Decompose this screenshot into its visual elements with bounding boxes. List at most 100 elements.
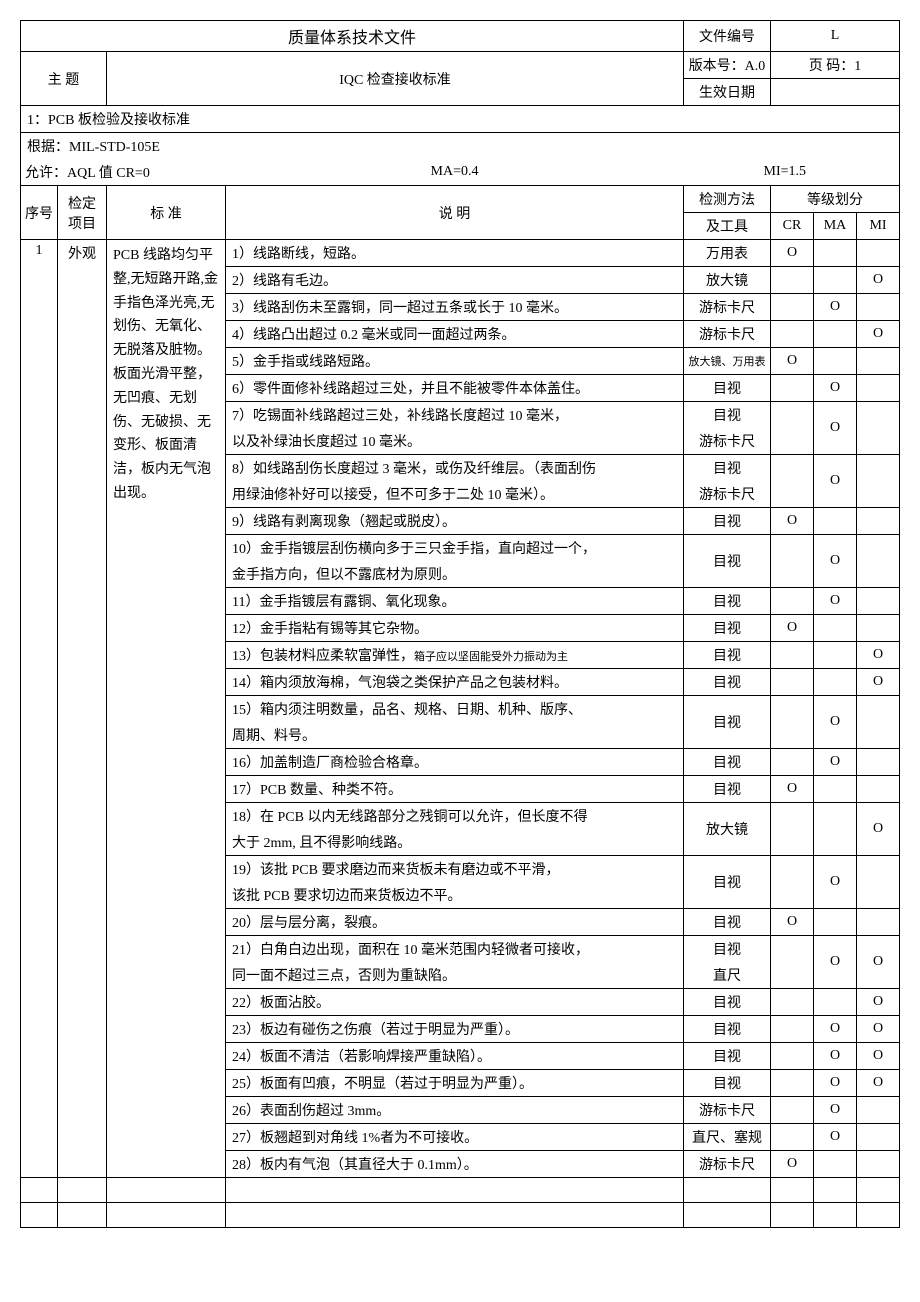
mi-cell: O [857,669,900,696]
cr-cell [771,749,814,776]
tool-cell: 放大镜、万用表 [684,348,771,375]
mi-cell: O [857,642,900,669]
cr-cell [771,402,814,455]
empty-row [21,1203,900,1228]
docno-value: L [771,21,900,52]
cr-cell: O [771,1151,814,1178]
mi-cell [857,1151,900,1178]
desc-cell: 19）该批 PCB 要求磨边而来货板未有磨边或不平滑， [226,856,684,883]
effective-value [771,79,900,106]
tool-cell: 万用表 [684,240,771,267]
mi-cell: O [857,936,900,989]
tool-cell: 游标卡尺 [684,294,771,321]
tool-cell-line2: 游标卡尺 [684,428,771,455]
ma-cell [814,508,857,535]
mi-cell [857,749,900,776]
mi-cell: O [857,989,900,1016]
ma-cell: O [814,936,857,989]
mi-cell [857,375,900,402]
desc-cell: 3）线路刮伤未至露铜，同一超过五条或长于 10 毫米。 [226,294,684,321]
col-ma: MA [814,213,857,240]
cr-cell: O [771,508,814,535]
cr-cell [771,642,814,669]
ma-cell [814,615,857,642]
desc-cell-line2: 大于 2mm, 且不得影响线路。 [226,829,684,856]
col-tool2: 及工具 [684,213,771,240]
desc-cell: 17）PCB 数量、种类不符。 [226,776,684,803]
ma-cell: O [814,1124,857,1151]
tool-cell: 目视 [684,508,771,535]
mi-cell [857,348,900,375]
desc-cell: 25）板面有凹痕，不明显（若过于明显为严重）。 [226,1070,684,1097]
ma-cell: O [814,455,857,508]
desc-cell: 27）板翘超到对角线 1%者为不可接收。 [226,1124,684,1151]
ma-cell [814,909,857,936]
mi-cell [857,508,900,535]
tool-cell: 目视 [684,909,771,936]
page-label: 页 码：1 [771,52,900,79]
cr-cell [771,1124,814,1151]
aql-row: 允许：AQL 值 CR=0 MA=0.4 MI=1.5 [21,159,900,186]
mi-cell: O [857,1016,900,1043]
desc-cell: 15）箱内须注明数量，品名、规格、日期、机种、版序、 [226,696,684,723]
ma-cell [814,1151,857,1178]
aql-ma: MA=0.4 [226,159,684,186]
ma-cell [814,240,857,267]
cr-cell: O [771,240,814,267]
mi-cell: O [857,1043,900,1070]
cr-cell: O [771,348,814,375]
tool-cell: 目视 [684,749,771,776]
ma-cell: O [814,294,857,321]
mi-cell: O [857,267,900,294]
mi-cell [857,1097,900,1124]
tool-cell: 目视 [684,535,771,588]
ma-cell: O [814,1070,857,1097]
ma-cell: O [814,749,857,776]
desc-cell-line2: 用绿油修补好可以接受，但不可多于二处 10 毫米）。 [226,481,684,508]
cr-cell [771,1097,814,1124]
ma-cell: O [814,1097,857,1124]
tool-cell: 目视 [684,696,771,749]
seq-cell: 1 [21,240,58,1178]
desc-cell: 20）层与层分离，裂痕。 [226,909,684,936]
item-cell: 外观 [58,240,107,1178]
cr-cell [771,535,814,588]
desc-cell: 16）加盖制造厂商检验合格章。 [226,749,684,776]
ma-cell: O [814,1016,857,1043]
tool-cell: 放大镜 [684,267,771,294]
mi-cell [857,615,900,642]
desc-cell: 5）金手指或线路短路。 [226,348,684,375]
cr-cell [771,375,814,402]
desc-cell: 7）吃锡面补线路超过三处，补线路长度超过 10 毫米， [226,402,684,429]
cr-cell: O [771,615,814,642]
cr-cell [771,669,814,696]
cr-cell [771,294,814,321]
col-cr: CR [771,213,814,240]
desc-cell-line2: 以及补绿油长度超过 10 毫米。 [226,428,684,455]
topic-label: 主 题 [21,52,107,106]
basis-text: 根据：MIL-STD-105E [21,133,900,160]
ma-cell [814,669,857,696]
cr-cell [771,588,814,615]
desc-cell: 2）线路有毛边。 [226,267,684,294]
tool-cell: 目视 [684,1070,771,1097]
ma-cell: O [814,696,857,749]
tool-cell: 目视 [684,669,771,696]
cr-cell [771,455,814,508]
mi-cell: O [857,803,900,856]
tool-cell: 直尺、塞规 [684,1124,771,1151]
section-title-row: 1：PCB 板检验及接收标准 [21,106,900,133]
cr-cell: O [771,776,814,803]
desc-cell: 28）板内有气泡（其直径大于 0.1mm）。 [226,1151,684,1178]
docno-label: 文件编号 [684,21,771,52]
document-table: 质量体系技术文件 文件编号 L 主 题 IQC 检查接收标准 版本号：A.0 页… [20,20,900,1228]
tool-cell: 目视 [684,642,771,669]
col-item: 检定项目 [58,186,107,240]
aql-mi: MI=1.5 [684,159,900,186]
table-row: 1外观PCB 线路均匀平整,无短路开路,金手指色泽光亮,无划伤、无氧化、无脱落及… [21,240,900,267]
col-std: 标 准 [107,186,226,240]
desc-cell: 18）在 PCB 以内无线路部分之残铜可以允许，但长度不得 [226,803,684,830]
basis-row: 根据：MIL-STD-105E [21,133,900,160]
desc-cell-line2: 周期、料号。 [226,722,684,749]
desc-cell: 4）线路凸出超过 0.2 毫米或同一面超过两条。 [226,321,684,348]
